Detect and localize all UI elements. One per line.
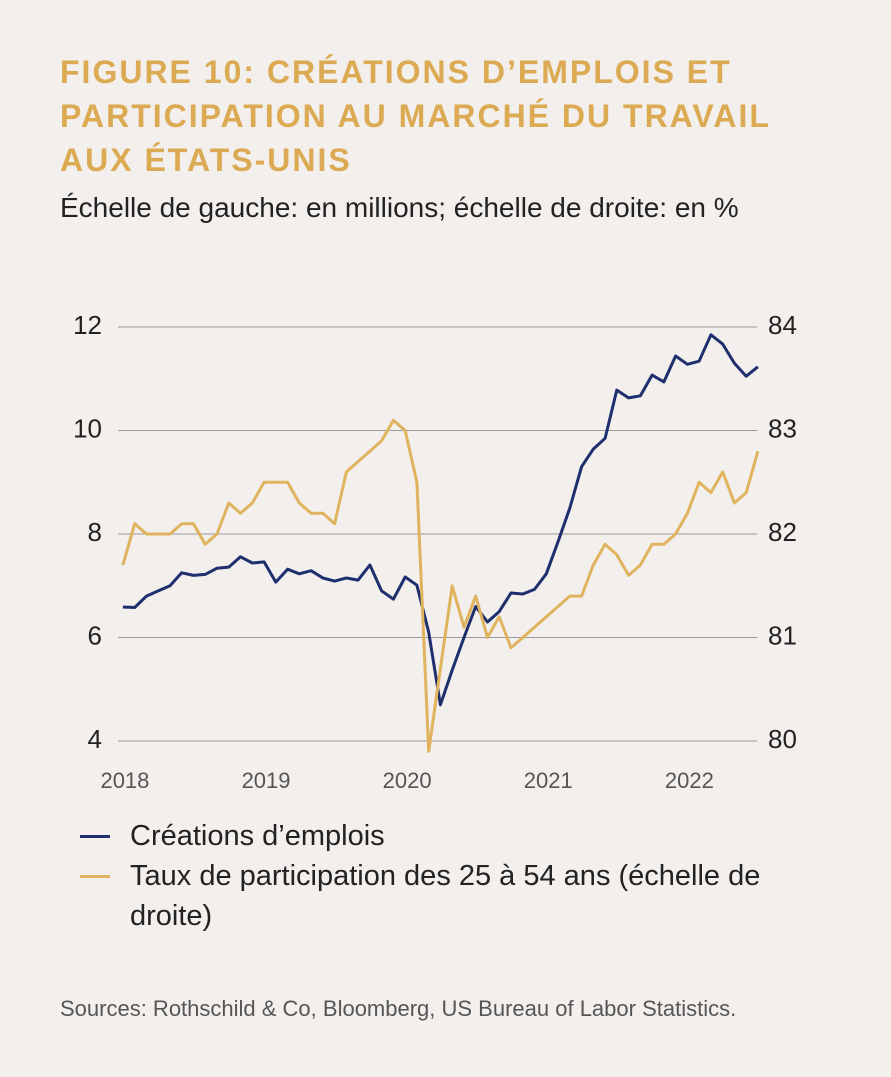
y-tick-label: 4 [88, 724, 102, 754]
y-tick-label: 6 [88, 620, 102, 650]
chart-subtitle: Échelle de gauche: en millions; échelle … [60, 192, 739, 223]
source-note: Sources: Rothschild & Co, Bloomberg, US … [60, 996, 737, 1021]
y2-tick-label: 80 [768, 724, 797, 754]
chart-title: FIGURE 10: CRÉATIONS D’EMPLOIS ET PARTIC… [60, 54, 771, 178]
x-tick-label: 2018 [100, 768, 149, 793]
y-tick-label: 12 [73, 310, 102, 340]
legend-swatch [80, 875, 110, 878]
legend-swatch [80, 835, 110, 838]
x-tick-label: 2019 [242, 768, 291, 793]
legend-label: Taux de participation des 25 à 54 ans (é… [130, 860, 761, 932]
legend: Créations d’emplois Taux de participation… [80, 816, 800, 936]
y-tick-label: 10 [73, 413, 102, 443]
legend-item: Taux de participation des 25 à 54 ans (é… [80, 856, 800, 936]
data-line [122, 333, 759, 707]
legend-item: Créations d’emplois [80, 816, 800, 856]
y2-tick-label: 82 [768, 517, 797, 547]
data-line [121, 418, 760, 753]
x-tick-label: 2020 [383, 768, 432, 793]
y2-tick-label: 83 [768, 413, 797, 443]
y2-tick-label: 84 [768, 310, 797, 340]
legend-label: Créations d’emplois [130, 820, 385, 852]
x-tick-label: 2022 [665, 768, 714, 793]
y2-tick-label: 81 [768, 620, 797, 650]
y-tick-label: 8 [88, 517, 102, 547]
x-tick-label: 2021 [524, 768, 573, 793]
